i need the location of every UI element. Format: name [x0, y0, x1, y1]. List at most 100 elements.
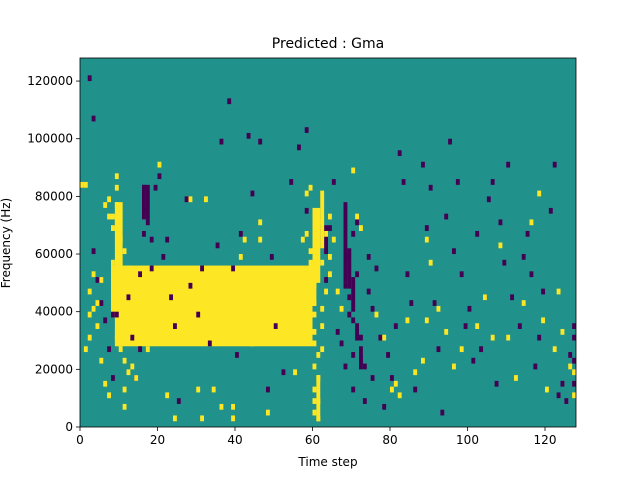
heatmap-cell-low: [266, 386, 270, 393]
heatmap-cell-high: [300, 236, 305, 243]
heatmap-cell-high: [107, 213, 112, 220]
heatmap-cell-high: [114, 202, 119, 208]
heatmap-cell-low: [111, 375, 115, 381]
heatmap-cell-low: [572, 323, 577, 329]
heatmap-cell-low: [347, 294, 352, 301]
heatmap-cell-low: [196, 311, 201, 318]
heatmap-block-low: [347, 248, 352, 289]
x-tick-label: 0: [76, 433, 84, 447]
heatmap-cell-high: [83, 346, 88, 353]
heatmap-cell-high: [99, 357, 104, 364]
heatmap-cell-high: [173, 415, 177, 422]
heatmap-cell-low: [103, 317, 108, 324]
heatmap-cell-high: [103, 202, 108, 208]
heatmap-cell-high: [331, 236, 336, 243]
heatmap-cell-high: [91, 305, 96, 312]
heatmap-cell-low: [382, 403, 387, 410]
heatmap-block-high: [114, 277, 313, 347]
heatmap-cell-low: [351, 352, 356, 358]
heatmap-block-high: [320, 190, 325, 243]
heatmap-cell-high: [521, 300, 526, 306]
heatmap-cell-low: [258, 138, 263, 145]
heatmap-cell-high: [339, 305, 344, 312]
heatmap-cell-high: [359, 225, 363, 231]
heatmap-cell-high: [80, 181, 84, 188]
heatmap-cell-high: [95, 323, 100, 329]
x-tick-label: 120: [534, 433, 557, 447]
heatmap-cell-high: [231, 415, 236, 422]
heatmap-cell-high: [572, 369, 577, 376]
heatmap-cell-low: [564, 398, 569, 404]
heatmap-cell-low: [448, 138, 453, 145]
heatmap-cell-high: [541, 317, 546, 324]
heatmap-cell-low: [165, 236, 170, 243]
heatmap-cell-low: [138, 271, 143, 278]
heatmap-cells: [80, 75, 577, 422]
heatmap-cell-low: [91, 248, 96, 255]
heatmap-cell-high: [83, 181, 88, 188]
heatmap-cell-high: [87, 334, 92, 341]
heatmap-cell-high: [514, 375, 518, 381]
heatmap-cell-low: [463, 323, 468, 329]
heatmap-cell-high: [111, 300, 115, 306]
heatmap-cell-high: [316, 352, 321, 358]
heatmap-cell-high: [355, 213, 360, 220]
heatmap-cell-high: [157, 305, 162, 312]
heatmap-cell-low: [289, 179, 294, 185]
heatmap-cell-low: [149, 236, 154, 243]
heatmap-cell-low: [142, 207, 146, 214]
heatmap-cell-high: [258, 219, 263, 226]
heatmap-cell-low: [552, 161, 557, 168]
heatmap-cell-high: [266, 409, 270, 416]
heatmap-cell-low: [428, 184, 433, 191]
heatmap-cell-low: [227, 98, 232, 105]
heatmap-cell-low: [560, 380, 565, 387]
heatmap-block-low: [324, 225, 329, 255]
heatmap-cell-low: [432, 300, 437, 306]
heatmap-cell-low: [366, 288, 371, 295]
heatmap-cell-low: [304, 207, 309, 214]
heatmap-cell-low: [455, 179, 460, 185]
heatmap-block-high: [118, 311, 123, 347]
heatmap-cell-low: [362, 363, 367, 370]
heatmap-cell-high: [204, 196, 208, 203]
heatmap-cell-high: [483, 294, 487, 301]
heatmap-cell-high: [122, 386, 127, 393]
heatmap-cell-low: [475, 230, 480, 237]
heatmap-cell-high: [556, 288, 561, 295]
heatmap-cell-low: [537, 334, 542, 341]
heatmap-cell-low: [207, 340, 212, 347]
y-tick-label: 0: [65, 420, 73, 434]
y-tick-label: 40000: [35, 305, 73, 319]
heatmap-cell-low: [525, 230, 530, 237]
heatmap-cell-low: [107, 346, 112, 353]
heatmap-cell-high: [130, 363, 135, 370]
heatmap-cell-low: [269, 254, 274, 260]
heatmap-cell-low: [521, 254, 526, 260]
y-tick-label: 80000: [35, 189, 73, 203]
heatmap-cell-low: [215, 242, 220, 249]
heatmap-cell-high: [114, 184, 119, 191]
heatmap-cell-low: [572, 334, 577, 341]
heatmap-cell-low: [409, 300, 414, 306]
heatmap-cell-high: [436, 305, 441, 312]
heatmap-cell-high: [312, 398, 317, 404]
heatmap-cell-high: [320, 305, 325, 312]
heatmap-cell-high: [424, 236, 429, 243]
x-axis: 0 20 40 60 80 100 120: [76, 427, 556, 447]
heatmap-block-low: [343, 202, 348, 283]
heatmap-cell-high: [545, 386, 549, 393]
y-tick-label: 100000: [27, 132, 73, 146]
heatmap-cell-low: [572, 357, 577, 364]
heatmap-cell-high: [118, 236, 123, 243]
heatmap-cell-low: [467, 305, 472, 312]
heatmap-cell-high: [312, 328, 317, 335]
x-axis-label: Time step: [297, 455, 357, 469]
heatmap-cell-low: [235, 352, 239, 358]
heatmap-cell-low: [440, 409, 445, 416]
heatmap-cell-low: [486, 196, 491, 203]
heatmap-cell-high: [126, 369, 131, 376]
heatmap-cell-high: [231, 403, 236, 410]
heatmap-cell-high: [424, 317, 429, 324]
heatmap-cell-low: [359, 334, 363, 341]
